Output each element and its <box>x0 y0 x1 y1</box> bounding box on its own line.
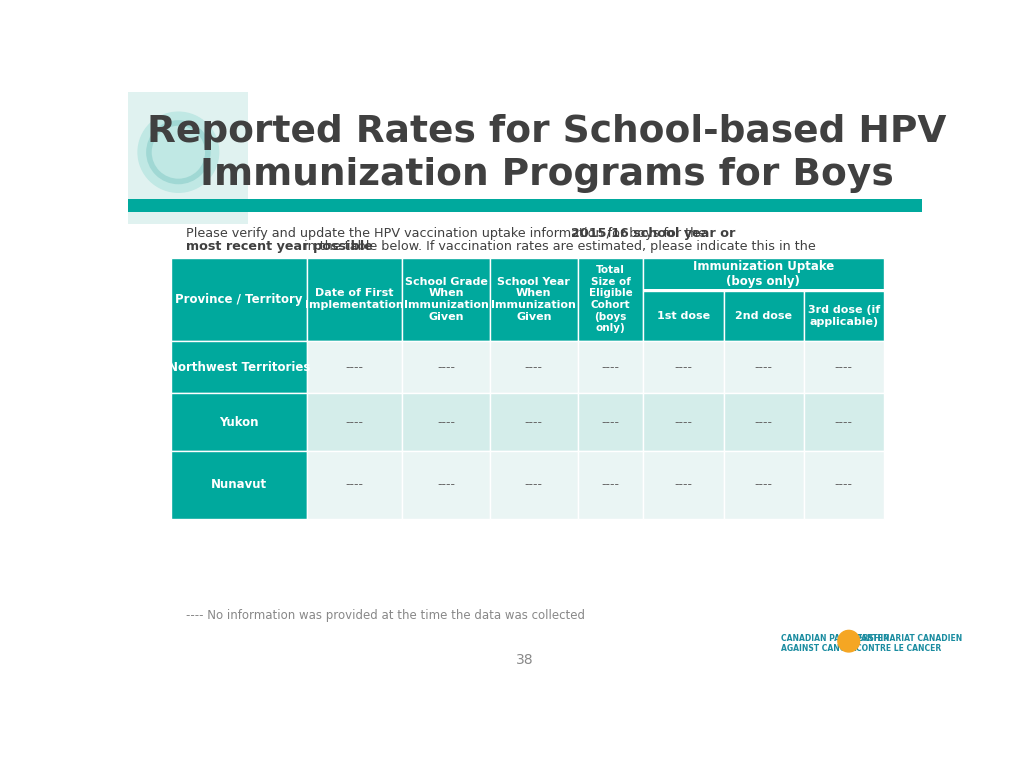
Bar <box>643 258 884 291</box>
Bar <box>804 291 884 341</box>
Text: School Year
When
Immunization
Given: School Year When Immunization Given <box>492 277 577 322</box>
Text: 2nd dose: 2nd dose <box>735 311 793 321</box>
Text: ----: ---- <box>601 415 620 429</box>
Text: ----: ---- <box>601 478 620 492</box>
Text: 38: 38 <box>516 654 534 667</box>
Text: ----: ---- <box>437 415 455 429</box>
Text: Nunavut: Nunavut <box>211 478 267 492</box>
Bar <box>578 341 643 393</box>
Text: ---- No information was provided at the time the data was collected: ---- No information was provided at the … <box>186 609 585 622</box>
Text: Please verify and update the HPV vaccination uptake information for boys for the: Please verify and update the HPV vaccina… <box>186 227 711 240</box>
Text: Date of First
Implementation: Date of First Implementation <box>305 289 403 310</box>
Bar <box>578 393 643 451</box>
Bar <box>724 451 804 518</box>
Text: Reported Rates for School-based HPV: Reported Rates for School-based HPV <box>146 114 946 151</box>
Bar <box>643 341 724 393</box>
Text: ----: ---- <box>601 360 620 373</box>
Bar <box>307 451 402 518</box>
Bar <box>578 451 643 518</box>
Bar <box>804 451 884 518</box>
Text: ----: ---- <box>755 478 773 492</box>
Text: ----: ---- <box>345 415 364 429</box>
Bar <box>307 341 402 393</box>
Text: in the table below. If vaccination rates are estimated, please indicate this in : in the table below. If vaccination rates… <box>300 240 816 253</box>
Bar <box>724 393 804 451</box>
Bar <box>643 291 724 341</box>
Text: Total
Size of
Eligible
Cohort
(boys
only): Total Size of Eligible Cohort (boys only… <box>589 265 633 333</box>
Text: ----: ---- <box>525 415 543 429</box>
Bar <box>307 393 402 451</box>
Text: ----: ---- <box>437 360 455 373</box>
Bar <box>128 199 922 211</box>
Text: ----: ---- <box>675 360 692 373</box>
Text: ----: ---- <box>835 360 853 373</box>
Text: CANADIAN PARTNERSHIP
AGAINST CANCER: CANADIAN PARTNERSHIP AGAINST CANCER <box>781 634 889 653</box>
Bar <box>307 258 402 341</box>
Text: most recent year possible: most recent year possible <box>186 240 373 253</box>
Text: ----: ---- <box>675 478 692 492</box>
Text: ----: ---- <box>345 478 364 492</box>
Text: Province / Territory: Province / Territory <box>175 293 302 306</box>
Text: 3rd dose (if
applicable): 3rd dose (if applicable) <box>808 305 880 326</box>
Bar <box>489 451 578 518</box>
Bar <box>402 258 489 341</box>
Text: ----: ---- <box>345 360 364 373</box>
Bar <box>171 258 307 341</box>
Bar <box>804 393 884 451</box>
Bar <box>578 258 643 341</box>
Text: Immunization Programs for Boys: Immunization Programs for Boys <box>200 157 893 193</box>
Text: Yukon: Yukon <box>219 415 258 429</box>
Bar <box>489 258 578 341</box>
Text: Northwest Territories: Northwest Territories <box>168 360 310 373</box>
Text: School Grade
When
Immunization
Given: School Grade When Immunization Given <box>403 277 488 322</box>
Bar <box>402 393 489 451</box>
Text: ----: ---- <box>835 478 853 492</box>
Bar <box>643 290 884 291</box>
Text: ----: ---- <box>755 415 773 429</box>
Bar <box>402 451 489 518</box>
Bar <box>171 341 307 393</box>
Bar <box>643 451 724 518</box>
Circle shape <box>838 631 859 652</box>
Bar <box>804 341 884 393</box>
Circle shape <box>138 112 219 192</box>
Bar <box>171 393 307 451</box>
Text: 1st dose: 1st dose <box>656 311 710 321</box>
Bar <box>402 341 489 393</box>
Text: PARTENARIAT CANADIEN
CONTRE LE CANCER: PARTENARIAT CANADIEN CONTRE LE CANCER <box>856 634 963 653</box>
Bar <box>171 451 307 518</box>
Text: ----: ---- <box>525 360 543 373</box>
Bar <box>128 92 248 223</box>
Text: ----: ---- <box>835 415 853 429</box>
Bar <box>724 291 804 341</box>
Bar <box>489 341 578 393</box>
Text: 2015/16 school year or: 2015/16 school year or <box>570 227 735 240</box>
Text: ----: ---- <box>525 478 543 492</box>
Bar <box>489 393 578 451</box>
Text: ----: ---- <box>755 360 773 373</box>
Bar <box>643 393 724 451</box>
Bar <box>128 92 922 211</box>
Text: ----: ---- <box>437 478 455 492</box>
Text: ----: ---- <box>675 415 692 429</box>
Bar <box>724 341 804 393</box>
Text: Immunization Uptake
(boys only): Immunization Uptake (boys only) <box>693 260 835 288</box>
